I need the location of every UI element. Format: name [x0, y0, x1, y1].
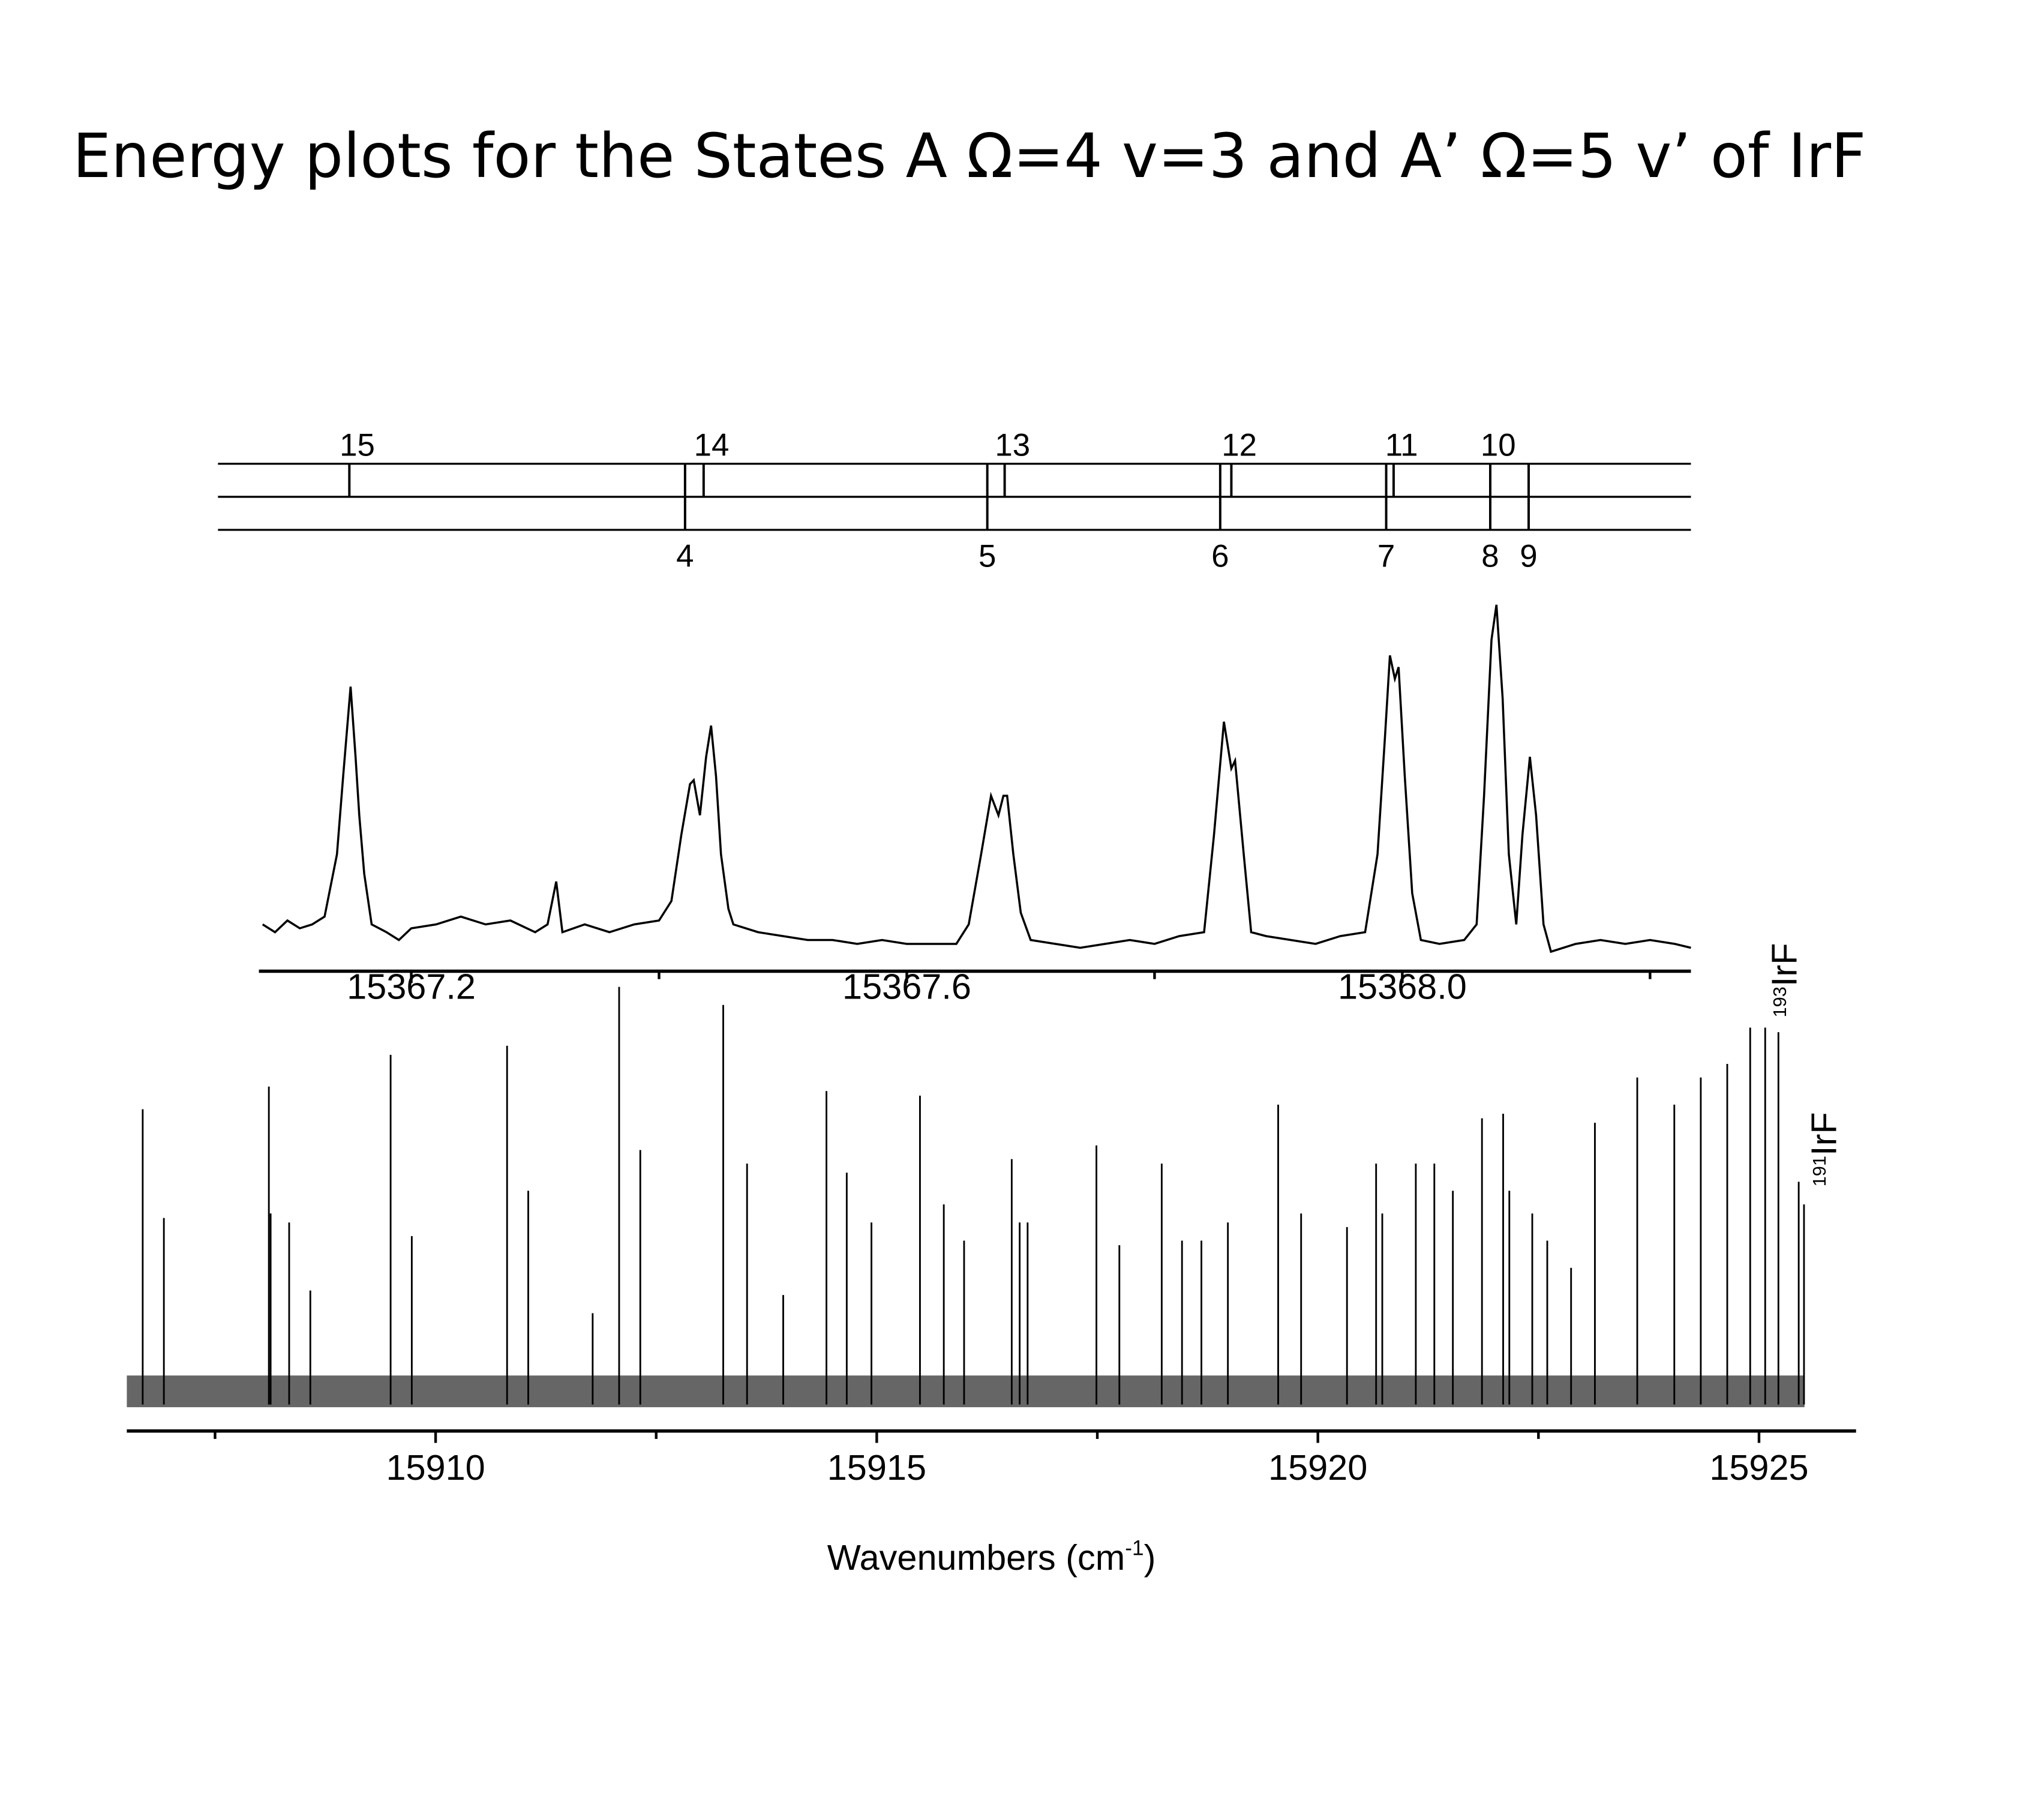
- isotope-mass: 191: [1809, 1156, 1830, 1186]
- x-tick-label: 15367.2: [347, 967, 476, 1007]
- x-tick-label: 15925: [1709, 1447, 1808, 1488]
- x-axis-label-end: ): [1144, 1537, 1156, 1578]
- x-tick-label: 15910: [386, 1447, 485, 1488]
- level-label: 11: [1385, 428, 1418, 463]
- spectrum-line: [262, 604, 1691, 954]
- level-label: 7: [1377, 539, 1395, 574]
- level-label: 8: [1481, 539, 1499, 574]
- level-label: 15: [340, 428, 375, 463]
- x-tick-label: 15367.6: [842, 967, 971, 1007]
- level-label: 9: [1520, 539, 1537, 574]
- level-label: 10: [1481, 428, 1516, 463]
- level-label: 5: [979, 539, 996, 574]
- level-label: 12: [1221, 428, 1257, 463]
- noise-band: [127, 1375, 1805, 1408]
- x-tick-label: 15915: [827, 1447, 926, 1488]
- isotope-label: 191IrF: [1804, 1112, 1844, 1186]
- isotope-name: IrF: [1764, 943, 1805, 987]
- x-axis-label-sup: -1: [1125, 1537, 1143, 1560]
- isotope-mass: 193: [1769, 987, 1790, 1017]
- level-label: 14: [694, 428, 730, 463]
- level-label: 13: [995, 428, 1030, 463]
- x-axis-label-text: Wavenumbers (cm: [827, 1537, 1125, 1578]
- level-label: 4: [676, 539, 694, 574]
- slide-title: Energy plots for the States A Ω=4 v=3 an…: [73, 121, 1866, 191]
- x-tick-label: 15368.0: [1338, 967, 1467, 1007]
- level-label: 6: [1211, 539, 1229, 574]
- isotope-name: IrF: [1804, 1112, 1844, 1156]
- x-tick-label: 15920: [1268, 1447, 1367, 1488]
- x-axis-label: Wavenumbers (cm-1): [827, 1537, 1156, 1578]
- isotope-label: 193IrF: [1764, 943, 1805, 1017]
